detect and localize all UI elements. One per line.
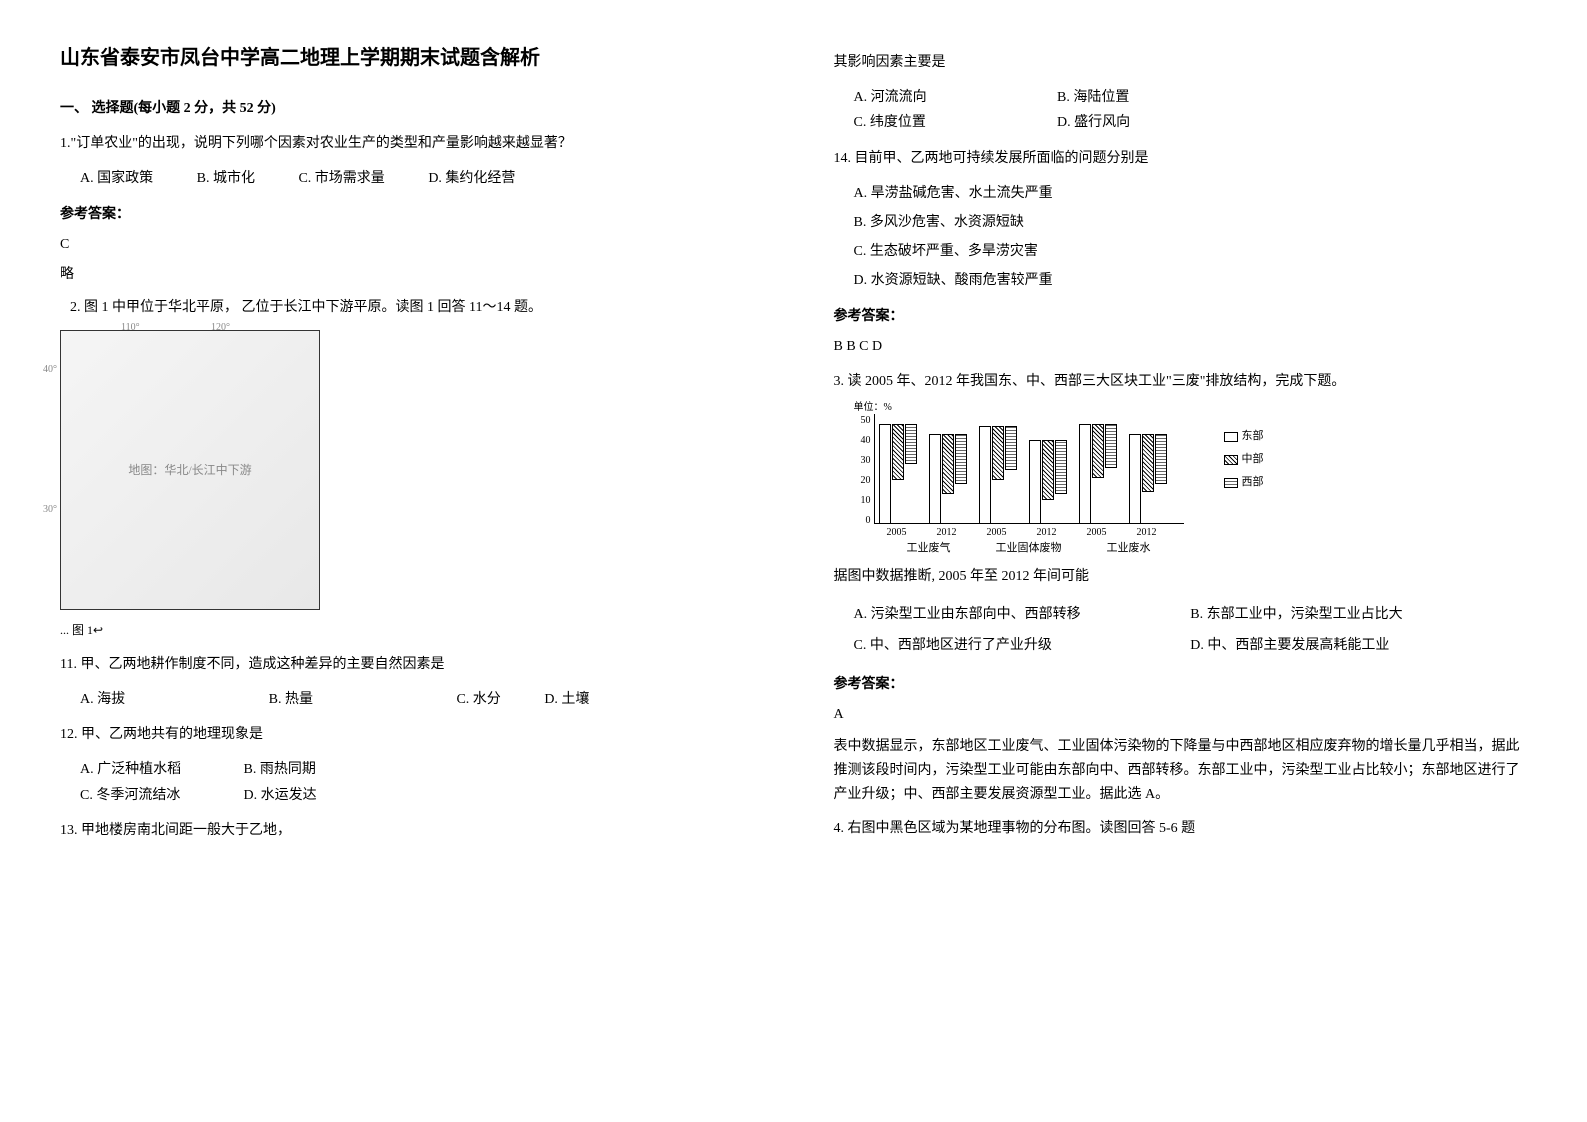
q1-answer: C: [60, 232, 754, 257]
chart-bar-group: [929, 434, 967, 524]
q11-14-answer: B B C D: [834, 334, 1528, 359]
chart-bar-mid: [1142, 434, 1154, 492]
question-11: 11. 甲、乙两地耕作制度不同，造成这种差异的主要自然因素是: [60, 652, 754, 677]
q12-opt-c: C. 冬季河流结冰: [80, 783, 240, 808]
q12-options: A. 广泛种植水稻 B. 雨热同期 C. 冬季河流结冰 D. 水运发达: [80, 757, 754, 807]
q13-options: A. 河流流向 B. 海陆位置 C. 纬度位置 D. 盛行风向: [854, 85, 1528, 135]
chart-bar-mid: [992, 426, 1004, 480]
question-13-part1: 13. 甲地楼房南北间距一般大于乙地，: [60, 818, 754, 843]
legend-east: 东部: [1242, 427, 1264, 447]
chart-y-axis: [874, 414, 875, 524]
three-waste-chart: 单位：% 东部 中部 西部 50403020100200520122005201…: [834, 404, 1528, 554]
chart-bar-group: [1079, 424, 1117, 524]
answer-label: 参考答案：: [60, 202, 754, 227]
q14-opt-b: B. 多风沙危害、水资源短缺: [854, 210, 1528, 235]
q11-opt-d: D. 土壤: [544, 692, 589, 707]
map-coord-30: 30°: [43, 501, 57, 519]
legend-box-east: [1224, 432, 1238, 442]
q3-opt-b: B. 东部工业中，污染型工业占比大: [1190, 602, 1527, 627]
section-heading-1: 一、 选择题(每小题 2 分，共 52 分): [60, 96, 754, 121]
q14-opt-c: C. 生态破坏严重、多旱涝灾害: [854, 239, 1528, 264]
q11-options: A. 海拔 B. 热量 C. 水分 D. 土壤: [80, 687, 754, 712]
question-4-stem: 4. 右图中黑色区域为某地理事物的分布图。读图回答 5-6 题: [834, 816, 1528, 841]
question-13-part2: 其影响因素主要是: [834, 50, 1528, 75]
chart-bar-east: [979, 426, 991, 524]
q13-opt-a: A. 河流流向: [854, 85, 1054, 110]
chart-ytick: 10: [849, 492, 871, 510]
chart-group-label: 工业固体废物: [984, 539, 1074, 559]
legend-box-mid: [1224, 455, 1238, 465]
chart-bar-east: [929, 434, 941, 524]
q11-opt-a: A. 海拔: [80, 692, 125, 707]
chart-bar-mid: [942, 434, 954, 494]
question-12: 12. 甲、乙两地共有的地理现象是: [60, 722, 754, 747]
legend-box-west: [1224, 478, 1238, 488]
map-coord-40: 40°: [43, 361, 57, 379]
q14-opt-d: D. 水资源短缺、酸雨危害较严重: [854, 268, 1528, 293]
answer-label-2: 参考答案：: [834, 304, 1528, 329]
chart-ytick: 40: [849, 432, 871, 450]
page-title: 山东省泰安市凤台中学高二地理上学期期末试题含解析: [60, 40, 754, 76]
question-3-stem: 3. 读 2005 年、2012 年我国东、中、西部三大区块工业"三废"排放结构…: [834, 369, 1528, 394]
q12-opt-d: D. 水运发达: [244, 788, 317, 803]
chart-bar-mid: [1092, 424, 1104, 478]
question-2-stem: 2. 图 1 中甲位于华北平原， 乙位于长江中下游平原。读图 1 回答 11～1…: [70, 295, 754, 320]
question-1: 1."订单农业"的出现，说明下列哪个因素对农业生产的类型和产量影响越来越显著？: [60, 131, 754, 156]
chart-bar-west: [1155, 434, 1167, 484]
answer-label-3: 参考答案：: [834, 672, 1528, 697]
q3-opt-c: C. 中、西部地区进行了产业升级: [854, 633, 1191, 658]
q3-answer: A: [834, 702, 1528, 727]
chart-ytick: 20: [849, 472, 871, 490]
q12-opt-a: A. 广泛种植水稻: [80, 757, 240, 782]
legend-west: 西部: [1242, 473, 1264, 493]
q3-opt-a: A. 污染型工业由东部向中、西部转移: [854, 602, 1191, 627]
question-3-sub: 据图中数据推断, 2005 年至 2012 年间可能: [834, 564, 1528, 589]
q11-opt-c: C. 水分: [456, 692, 500, 707]
map-coord-110: 110°: [121, 319, 140, 337]
chart-bar-mid: [1042, 440, 1054, 500]
q3-opt-d: D. 中、西部主要发展高耗能工业: [1190, 633, 1527, 658]
q11-opt-b: B. 热量: [269, 692, 313, 707]
chart-bar-west: [1055, 440, 1067, 494]
chart-bar-east: [879, 424, 891, 524]
q1-opt-c: C. 市场需求量: [298, 171, 384, 186]
legend-mid: 中部: [1242, 450, 1264, 470]
q1-options: A. 国家政策 B. 城市化 C. 市场需求量 D. 集约化经营: [80, 166, 754, 191]
chart-bar-west: [955, 434, 967, 484]
map-caption: ... 图 1↩: [60, 620, 754, 642]
q12-opt-b: B. 雨热同期: [244, 762, 316, 777]
q13-opt-b: B. 海陆位置: [1057, 90, 1129, 105]
map-coord-120: 120°: [211, 319, 230, 337]
chart-bar-west: [1105, 424, 1117, 468]
q13-opt-c: C. 纬度位置: [854, 110, 1054, 135]
q1-opt-b: B. 城市化: [197, 171, 255, 186]
q1-opt-d: D. 集约化经营: [428, 171, 515, 186]
chart-bar-group: [879, 424, 917, 524]
chart-ytick: 50: [849, 412, 871, 430]
chart-group-label: 工业废气: [884, 539, 974, 559]
q1-opt-a: A. 国家政策: [80, 171, 153, 186]
chart-ytick: 30: [849, 452, 871, 470]
chart-bar-mid: [892, 424, 904, 480]
chart-legend: 东部 中部 西部: [1224, 424, 1264, 495]
chart-bar-west: [1005, 426, 1017, 470]
chart-bar-east: [1079, 424, 1091, 524]
q3-options: A. 污染型工业由东部向中、西部转移 B. 东部工业中，污染型工业占比大 C. …: [854, 599, 1528, 661]
chart-bar-group: [1029, 440, 1067, 524]
chart-bar-group: [979, 426, 1017, 524]
question-14: 14. 目前甲、乙两地可持续发展所面临的问题分别是: [834, 146, 1528, 171]
q1-answer-note: 略: [60, 262, 754, 287]
q14-options: A. 旱涝盐碱危害、水土流失严重 B. 多风沙危害、水资源短缺 C. 生态破坏严…: [854, 181, 1528, 294]
q13-opt-d: D. 盛行风向: [1057, 115, 1130, 130]
chart-group-label: 工业废水: [1084, 539, 1174, 559]
chart-bar-group: [1129, 434, 1167, 524]
chart-ytick: 0: [849, 512, 871, 530]
q3-explanation: 表中数据显示，东部地区工业废气、工业固体污染物的下降量与中西部地区相应废弃物的增…: [834, 735, 1528, 806]
chart-bar-west: [905, 424, 917, 464]
map-figure: 110° 120° 40° 30°: [60, 330, 320, 610]
chart-bar-east: [1029, 440, 1041, 524]
chart-bar-east: [1129, 434, 1141, 524]
q14-opt-a: A. 旱涝盐碱危害、水土流失严重: [854, 181, 1528, 206]
